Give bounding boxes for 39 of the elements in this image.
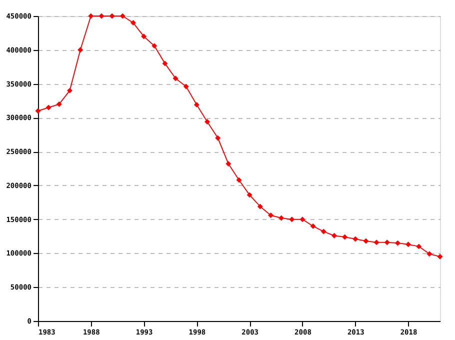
point (236, 177, 242, 183)
point (363, 238, 369, 244)
point (374, 240, 380, 246)
point (300, 216, 306, 222)
point (194, 102, 200, 108)
point (56, 101, 62, 107)
point (152, 43, 158, 49)
point (35, 108, 41, 114)
point (289, 216, 295, 222)
point (67, 88, 72, 94)
point (120, 13, 126, 19)
point (257, 204, 263, 210)
point (46, 104, 52, 110)
point (416, 244, 422, 250)
point (394, 240, 400, 246)
point (246, 192, 252, 198)
point (342, 234, 348, 240)
point (130, 20, 136, 26)
point (437, 254, 443, 260)
point (204, 118, 210, 124)
point (109, 13, 115, 19)
point (352, 236, 358, 242)
point (310, 223, 316, 229)
point (406, 242, 411, 248)
point (183, 84, 189, 90)
point (215, 135, 221, 141)
point (162, 60, 168, 66)
point (384, 240, 390, 246)
point (226, 161, 232, 166)
point (98, 13, 104, 19)
point (331, 232, 337, 238)
point (172, 76, 178, 82)
point (88, 13, 94, 19)
point (426, 251, 432, 257)
point (268, 212, 274, 218)
point (78, 47, 84, 53)
point (141, 34, 147, 40)
point (278, 215, 284, 221)
point (320, 228, 326, 234)
